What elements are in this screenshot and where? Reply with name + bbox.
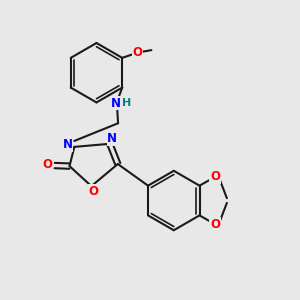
Text: O: O bbox=[42, 158, 52, 171]
Text: N: N bbox=[107, 132, 117, 145]
Text: N: N bbox=[63, 138, 73, 151]
Text: N: N bbox=[111, 97, 121, 110]
Text: O: O bbox=[210, 218, 220, 231]
Text: O: O bbox=[132, 46, 142, 59]
Text: O: O bbox=[210, 170, 220, 183]
Text: H: H bbox=[122, 98, 132, 108]
Text: O: O bbox=[89, 185, 99, 198]
